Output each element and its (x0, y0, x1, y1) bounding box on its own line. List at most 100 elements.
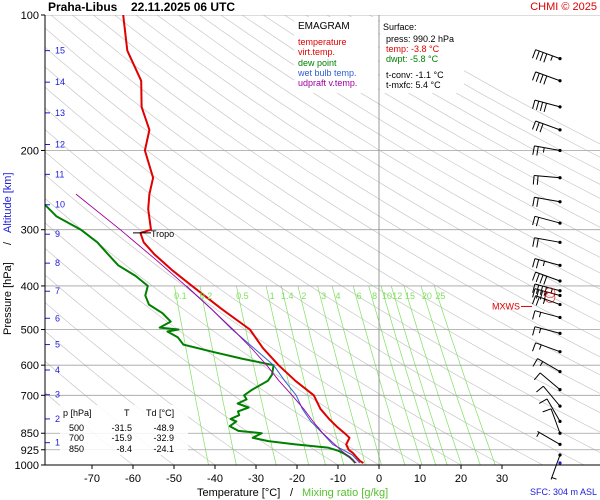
wind-barb-feather (543, 276, 548, 285)
altitude-tick-label: 13 (55, 108, 65, 118)
table-cell: -8.4 (116, 444, 132, 454)
wind-barb-feather (532, 99, 536, 109)
wind-barb-feather (535, 289, 540, 299)
observation-datetime: 22.11.2025 06 UTC (131, 0, 235, 14)
mixing-ratio-label: 0.1 (174, 291, 187, 301)
wind-barb-half-feather (542, 298, 546, 304)
surface-tconv: t-conv: -1.1 °C (386, 70, 444, 80)
surface-box (380, 17, 464, 93)
wind-barb (532, 49, 562, 63)
wind-barb-feather (535, 122, 540, 131)
wind-barb-feather (539, 123, 544, 133)
wind-barb-half-feather (542, 147, 545, 153)
altitude-tick-label: 9 (55, 229, 60, 239)
wind-barb (550, 453, 562, 480)
altitude-tick-label: 7 (55, 286, 60, 296)
wind-barb (532, 310, 562, 320)
wind-barb-staff (539, 372, 561, 391)
wind-barb (532, 120, 562, 133)
dry-adiabat-line (45, 46, 600, 413)
wind-barb-staff (534, 145, 561, 151)
altitude-tick-label: 12 (55, 140, 65, 150)
legend-dew-point: dew point (298, 58, 337, 68)
dry-adiabat-line (284, 15, 600, 199)
wind-barb-feather (535, 259, 540, 269)
wind-barb-feather (532, 197, 535, 207)
legend-title: EMAGRAM (298, 21, 350, 32)
wind-barb-feather (543, 103, 547, 113)
max-wind-highlight (544, 292, 556, 303)
wind-barb-feather (532, 288, 536, 298)
altitude-tick-label: 5 (55, 340, 60, 350)
wind-barb-feather (533, 372, 541, 381)
dry-adiabat-line (178, 15, 600, 274)
mixing-ratio-label: 12 (392, 291, 402, 301)
altitude-tick-label: 8 (55, 258, 60, 268)
wind-barb-feather (536, 175, 539, 185)
wind-barb-station (558, 461, 562, 465)
pressure-tick-label: 200 (21, 145, 39, 157)
pressure-tick-label: 850 (21, 428, 39, 440)
wind-barb-feather (532, 120, 537, 130)
y-axis-title-2: Altitude [km] (2, 172, 14, 233)
temperature-tick-label: 10 (414, 473, 426, 485)
dry-adiabat-line (114, 15, 600, 323)
temperature-tick-label: -50 (166, 473, 182, 485)
wind-barb (532, 288, 562, 303)
dry-adiabat-line (45, 27, 600, 394)
wind-barb-feather (536, 385, 544, 393)
surface-dewpoint: dwpt: -5.8 °C (386, 54, 439, 64)
mixing-ratio-label: 20 (422, 291, 432, 301)
wind-barb (532, 215, 562, 227)
wind-barb (532, 175, 562, 185)
pressure-tick-label: 700 (21, 390, 39, 402)
mixing-ratio-label: 25 (435, 291, 445, 301)
y-axis-title-group: Pressure [hPa] / Altitude [km] (2, 172, 14, 335)
wind-barb-staff (534, 175, 561, 179)
wind-barb-staff (550, 408, 561, 434)
mixing-ratio-labels: 0.1 0.2 0.5 1 1.4 2 3 4 6 8 10 12 15 20 25 (174, 291, 445, 301)
temperature-tick-label: -30 (248, 473, 264, 485)
wind-barb-feather (535, 217, 540, 227)
wind-barb-feather (538, 398, 548, 404)
y-axis-separator: / (2, 241, 14, 245)
wind-barb (532, 326, 562, 336)
table-header-t: T (124, 408, 130, 418)
wind-barb-feather (543, 75, 548, 85)
credit: CHMI © 2025 (530, 1, 597, 13)
wind-barb-feather (532, 71, 537, 81)
wind-barb-staff (537, 430, 561, 445)
pressure-tick-label: 500 (21, 325, 39, 337)
wind-barb-half-feather (538, 312, 542, 318)
wind-barb (532, 342, 562, 354)
table-cell: -48.9 (153, 423, 174, 433)
wind-barb-feather (535, 273, 540, 283)
x-axis-title: Temperature [°C] (197, 487, 280, 499)
pressure-tick-label: 1000 (15, 460, 39, 472)
wind-barbs (532, 49, 562, 480)
dry-adiabat-line (263, 15, 600, 214)
wind-barb-feather (532, 237, 535, 247)
mixing-ratio-label: 2 (301, 291, 306, 301)
altitude-tick-label: 2 (55, 414, 60, 424)
wind-barb (532, 295, 562, 307)
wind-barb-staff (534, 196, 561, 203)
wind-barb-feather (535, 101, 540, 111)
mixing-ratio-label: 10 (382, 291, 392, 301)
wind-barb (532, 99, 562, 113)
mixing-ratio-label: 15 (405, 291, 415, 301)
surface-pressure: press: 990.2 hPa (386, 34, 454, 44)
temperature-tick-label: -20 (289, 473, 305, 485)
altitude-tick-label: 6 (55, 313, 60, 323)
temperature-tick-label: -60 (125, 473, 141, 485)
wind-barb-feather (539, 74, 544, 84)
dry-adiabat-line (45, 66, 600, 433)
wind-barb-staff (534, 310, 561, 318)
dry-adiabat-line (156, 15, 600, 290)
wind-barb (558, 461, 562, 465)
altitude-tick-label: 11 (55, 169, 64, 179)
dry-adiabat-line (50, 15, 600, 376)
wind-barb-feather (535, 50, 540, 60)
pressure-tick-label: 100 (21, 10, 39, 22)
